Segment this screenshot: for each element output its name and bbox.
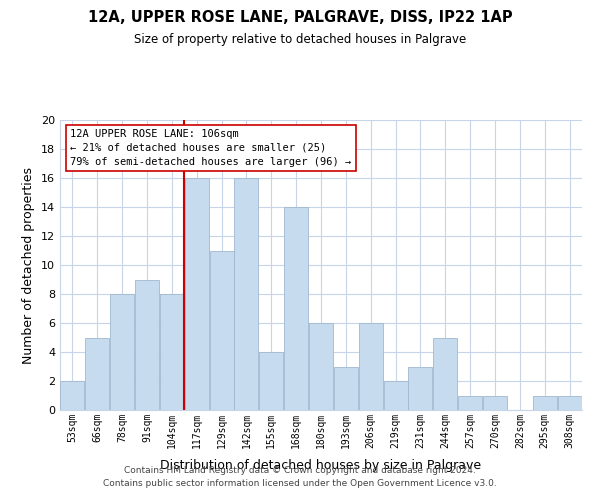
Bar	[359, 323, 383, 410]
Bar	[235, 178, 259, 410]
Bar	[209, 250, 233, 410]
Y-axis label: Number of detached properties: Number of detached properties	[22, 166, 35, 364]
Bar	[309, 323, 333, 410]
Bar	[483, 396, 507, 410]
X-axis label: Distribution of detached houses by size in Palgrave: Distribution of detached houses by size …	[160, 459, 482, 472]
Bar	[533, 396, 557, 410]
Bar	[110, 294, 134, 410]
Text: 12A UPPER ROSE LANE: 106sqm
← 21% of detached houses are smaller (25)
79% of sem: 12A UPPER ROSE LANE: 106sqm ← 21% of det…	[70, 128, 352, 166]
Bar	[135, 280, 159, 410]
Text: Size of property relative to detached houses in Palgrave: Size of property relative to detached ho…	[134, 32, 466, 46]
Bar	[185, 178, 209, 410]
Bar	[433, 338, 457, 410]
Text: 12A, UPPER ROSE LANE, PALGRAVE, DISS, IP22 1AP: 12A, UPPER ROSE LANE, PALGRAVE, DISS, IP…	[88, 10, 512, 25]
Bar	[85, 338, 109, 410]
Bar	[458, 396, 482, 410]
Bar	[409, 366, 433, 410]
Bar	[383, 381, 407, 410]
Bar	[160, 294, 184, 410]
Bar	[334, 366, 358, 410]
Bar	[259, 352, 283, 410]
Bar	[284, 207, 308, 410]
Text: Contains HM Land Registry data © Crown copyright and database right 2024.
Contai: Contains HM Land Registry data © Crown c…	[103, 466, 497, 487]
Bar	[557, 396, 581, 410]
Bar	[61, 381, 85, 410]
